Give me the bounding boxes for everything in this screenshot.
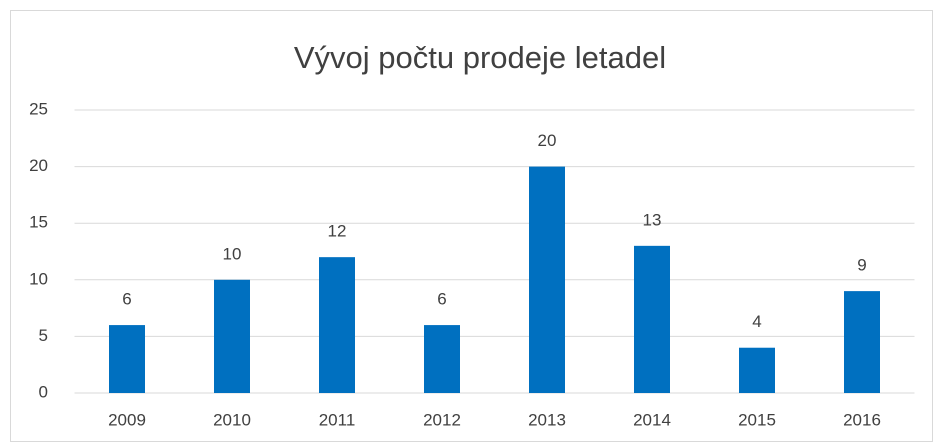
bar <box>739 347 775 393</box>
x-tick-label: 2016 <box>843 410 881 429</box>
bar <box>424 325 460 393</box>
data-label: 4 <box>752 312 761 331</box>
data-label: 6 <box>122 290 131 309</box>
y-tick-label: 0 <box>39 382 48 401</box>
bar <box>844 291 880 393</box>
data-label: 9 <box>857 256 866 275</box>
bar <box>214 279 250 393</box>
x-tick-label: 2009 <box>108 410 146 429</box>
data-label: 12 <box>328 222 347 241</box>
bar <box>319 257 355 393</box>
bar <box>109 325 145 393</box>
x-tick-label: 2015 <box>738 410 776 429</box>
data-label: 20 <box>538 131 557 150</box>
y-tick-label: 15 <box>29 213 48 232</box>
data-label: 6 <box>437 290 446 309</box>
x-tick-label: 2013 <box>528 410 566 429</box>
x-tick-label: 2014 <box>633 410 671 429</box>
chart-title: Vývoj počtu prodeje letadel <box>294 40 666 75</box>
x-tick-label: 2010 <box>213 410 251 429</box>
data-label: 10 <box>223 244 242 263</box>
bar <box>529 166 565 393</box>
x-tick-label: 2011 <box>319 410 356 429</box>
y-tick-label: 5 <box>39 326 48 345</box>
data-label: 13 <box>643 210 662 229</box>
chart-border <box>10 10 933 442</box>
y-tick-label: 10 <box>29 269 48 288</box>
y-tick-label: 20 <box>29 156 48 175</box>
x-tick-label: 2012 <box>423 410 461 429</box>
bar <box>634 245 670 393</box>
y-tick-label: 25 <box>29 99 48 118</box>
